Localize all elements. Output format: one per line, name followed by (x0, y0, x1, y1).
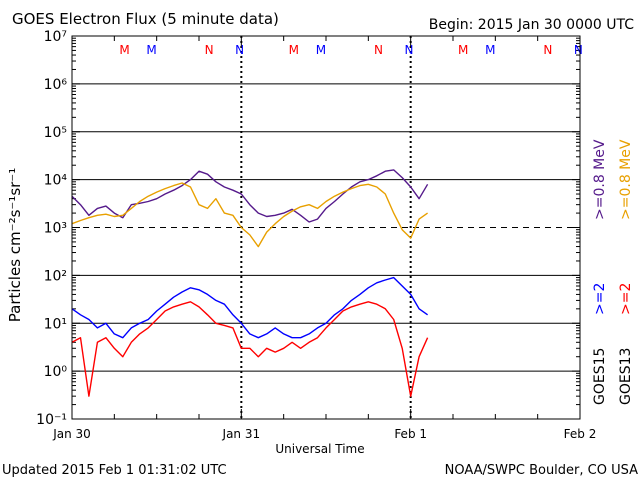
marker-label: N (543, 43, 552, 57)
plot-frame (71, 35, 581, 420)
marker-label: M (485, 43, 495, 57)
begin-date: Begin: 2015 Jan 30 0000 UTC (429, 17, 634, 33)
y-tick-label: 10¹ (44, 316, 67, 332)
y-tick-label: 10⁷ (44, 29, 67, 45)
marker-label: N (205, 43, 214, 57)
marker-label: N (374, 43, 383, 57)
updated-timestamp: Updated 2015 Feb 1 01:31:02 UTC (2, 463, 227, 478)
y-tick-label: 10² (44, 268, 67, 284)
credit-text: NOAA/SWPC Boulder, CO USA (445, 463, 638, 478)
marker-label: M (316, 43, 326, 57)
legend-entry: >=0.8 MeV (618, 139, 634, 220)
y-axis-label: Particles cm⁻²s⁻¹sr⁻¹ (6, 168, 24, 322)
legend-entry: >=2 (618, 283, 634, 315)
x-tick-label: Feb 1 (394, 427, 427, 441)
y-tick-label: 10⁵ (44, 125, 67, 141)
marker-label: M (119, 43, 129, 57)
x-tick-label: Jan 31 (222, 427, 261, 441)
legend-entry: GOES13 (618, 348, 634, 405)
plot-area: 10⁻¹ 10⁰ 10¹ 10² 10³ 10⁴ 10⁵ 10⁶ 10⁷ Jan 30 Jan 31… (36, 29, 634, 441)
marker-label: N (235, 43, 244, 57)
x-tick-label: Jan 30 (52, 427, 91, 441)
series-line-3 (71, 301, 429, 397)
y-tick-label: 10⁰ (44, 364, 68, 380)
legend-entry: >=2 (592, 283, 608, 315)
series-line-0 (71, 169, 429, 223)
y-tick-label: 10⁻¹ (36, 412, 67, 428)
y-tick-label: 10⁶ (44, 77, 68, 93)
marker-label: M (289, 43, 299, 57)
x-axis-label: Universal Time (275, 442, 364, 456)
legend-entry: GOES15 (592, 348, 608, 405)
series-line-2 (71, 276, 429, 339)
x-tick-label: Feb 2 (564, 427, 597, 441)
legend-entry: >=0.8 MeV (592, 139, 608, 220)
series-line-1 (71, 182, 429, 248)
marker-label: N (404, 43, 413, 57)
y-tick-label: 10³ (44, 221, 67, 237)
y-tick-label: 10⁴ (44, 173, 68, 189)
marker-label: M (146, 43, 156, 57)
marker-label: M (458, 43, 468, 57)
chart-title: GOES Electron Flux (5 minute data) (12, 10, 279, 28)
marker-label: N (574, 43, 583, 57)
